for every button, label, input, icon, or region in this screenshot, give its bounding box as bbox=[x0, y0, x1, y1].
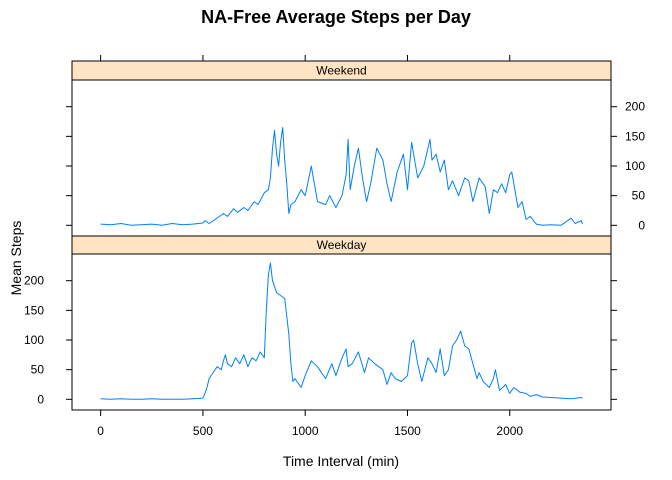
strip-label-weekday: Weekday bbox=[317, 238, 367, 252]
strip-label-weekend: Weekend bbox=[316, 64, 366, 78]
y-tick-label: 150 bbox=[625, 129, 645, 143]
y-tick-label: 50 bbox=[31, 363, 45, 377]
panels-group: Weekend 0 50 100 150 200 Weekday 0 50 100 150 200 bbox=[24, 60, 646, 411]
y-tick-label: 200 bbox=[625, 100, 645, 114]
x-tick-label: 500 bbox=[193, 424, 213, 438]
panel-weekday: Weekday 0 50 100 150 200 bbox=[24, 235, 617, 411]
series-line-weekday bbox=[100, 262, 583, 400]
plot-frame-weekend bbox=[71, 79, 612, 237]
x-tick-label: 2000 bbox=[496, 424, 523, 438]
plot-frame-weekday bbox=[71, 253, 612, 411]
x-axis-label: Time Interval (min) bbox=[283, 453, 399, 469]
y-tick-label: 0 bbox=[37, 392, 44, 406]
panel-weekend: Weekend 0 50 100 150 200 bbox=[66, 60, 646, 237]
chart-title: NA-Free Average Steps per Day bbox=[201, 7, 471, 27]
y-tick-label: 0 bbox=[638, 218, 645, 232]
y-tick-label: 100 bbox=[625, 159, 645, 173]
y-axis-label: Mean Steps bbox=[8, 221, 24, 296]
y-tick-label: 100 bbox=[24, 333, 44, 347]
series-line-weekend bbox=[100, 127, 583, 226]
x-tick-label: 1500 bbox=[394, 424, 421, 438]
x-tick-label: 1000 bbox=[292, 424, 319, 438]
x-tick-label: 0 bbox=[97, 424, 104, 438]
y-tick-label: 150 bbox=[24, 303, 44, 317]
y-tick-label: 50 bbox=[632, 189, 646, 203]
axes-group: 0 500 1000 1500 2000 bbox=[97, 55, 523, 438]
y-tick-label: 200 bbox=[24, 274, 44, 288]
